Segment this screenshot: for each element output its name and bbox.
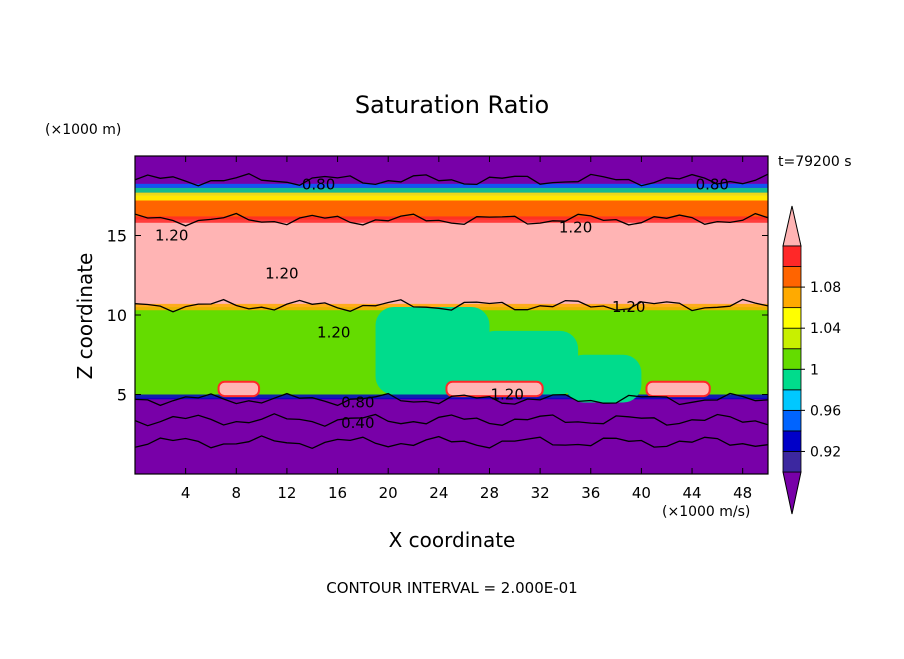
x-tick-label-4: 4	[181, 484, 191, 502]
contour-label-5: 1.20	[612, 298, 645, 316]
transition-strip-0	[135, 192, 768, 201]
colorbar-bottom-arrow	[782, 471, 802, 515]
x-tick-label-8: 8	[232, 484, 242, 502]
x-tick-label-16: 16	[328, 484, 347, 502]
colorbar-segment-7	[782, 307, 802, 329]
contour-line-3	[135, 392, 768, 407]
colorbar-label-0: 0.92	[810, 444, 841, 460]
colorbar-segment-5	[782, 348, 802, 370]
y-axis-label: Z coordinate	[73, 253, 97, 380]
y-tick-label-5: 5	[117, 386, 127, 405]
y-axis-ticks: 5 10 15	[107, 227, 768, 405]
x-tick-label-32: 32	[531, 484, 550, 502]
colorbar-segment-10	[782, 245, 802, 267]
x-tick-label-48: 48	[733, 484, 752, 502]
contour-label-6: 1.20	[317, 323, 350, 341]
colorbar-label-1: 0.96	[810, 403, 841, 419]
colorbar-segment-0	[782, 451, 802, 473]
x-tick-label-44: 44	[682, 484, 701, 502]
colorbar-segment-4	[782, 368, 802, 391]
colorbar: 0.92 0.96 1 1.04 1.08	[782, 205, 841, 515]
x-tick-label-24: 24	[429, 484, 448, 502]
contour-label-2: 1.20	[155, 227, 188, 245]
contour-interval-note: CONTOUR INTERVAL = 2.000E-01	[326, 579, 577, 597]
colorbar-label-2: 1	[810, 362, 819, 378]
contour-label-4: 1.20	[265, 265, 298, 283]
colorbar-segment-2	[782, 409, 802, 432]
contour-labels: 0.80 0.80 1.20 1.20 1.20 1.20 1.20 1.20 0.80 0.40	[155, 176, 729, 433]
cloud-base-pocket-0	[217, 380, 261, 398]
moist-patch-1	[476, 330, 579, 395]
contour-label-9: 0.40	[341, 414, 374, 432]
x-axis-ticks: 4 8 12 16 20 24 28 32 36 40 44 48	[181, 156, 752, 502]
x-tick-label-20: 20	[379, 484, 398, 502]
x-tick-label-28: 28	[480, 484, 499, 502]
contour-line-5	[135, 435, 768, 450]
x-unit-label: (×1000 m/s)	[662, 504, 750, 520]
colorbar-segment-8	[782, 286, 802, 309]
cloud-base-pocket-2	[645, 380, 711, 398]
contour-label-0: 0.80	[302, 176, 335, 194]
moist-patch-2	[565, 354, 642, 403]
y-unit-label: (×1000 m)	[45, 122, 121, 138]
colorbar-segment-9	[782, 266, 802, 288]
field-band-3	[135, 195, 768, 220]
x-tick-label-36: 36	[581, 484, 600, 502]
contour-label-3: 1.20	[559, 219, 592, 237]
cloud-base-pocket-1	[445, 380, 544, 398]
colorbar-label-3: 1.04	[810, 321, 841, 337]
x-axis-label: X coordinate	[389, 528, 516, 552]
contour-label-1: 0.80	[696, 176, 729, 194]
contour-label-8: 0.80	[341, 393, 374, 411]
field-band-0	[135, 397, 768, 474]
contour-line-1	[135, 212, 768, 227]
y-tick-label-15: 15	[107, 227, 127, 246]
colorbar-segment-6	[782, 327, 802, 350]
transition-strip-3	[135, 216, 768, 223]
colorbar-segment-1	[782, 430, 802, 452]
y-tick-label-10: 10	[107, 306, 127, 325]
colorbar-segment-3	[782, 389, 802, 411]
transition-strip-2	[135, 183, 768, 188]
contour-line-2	[135, 298, 768, 313]
contour-line-4	[135, 413, 768, 427]
transition-strip-1	[135, 187, 768, 193]
contour-label-7: 1.20	[491, 386, 524, 404]
colorbar-top-arrow	[782, 205, 802, 247]
x-tick-label-40: 40	[632, 484, 651, 502]
chart-title: Saturation Ratio	[355, 91, 549, 119]
contour-line-0	[135, 172, 768, 187]
field-band-2	[135, 219, 768, 308]
time-label: t=79200 s	[778, 154, 852, 170]
x-tick-label-12: 12	[277, 484, 296, 502]
moist-patch-0	[375, 307, 490, 395]
plot-area	[135, 156, 768, 474]
colorbar-label-4: 1.08	[810, 280, 841, 296]
